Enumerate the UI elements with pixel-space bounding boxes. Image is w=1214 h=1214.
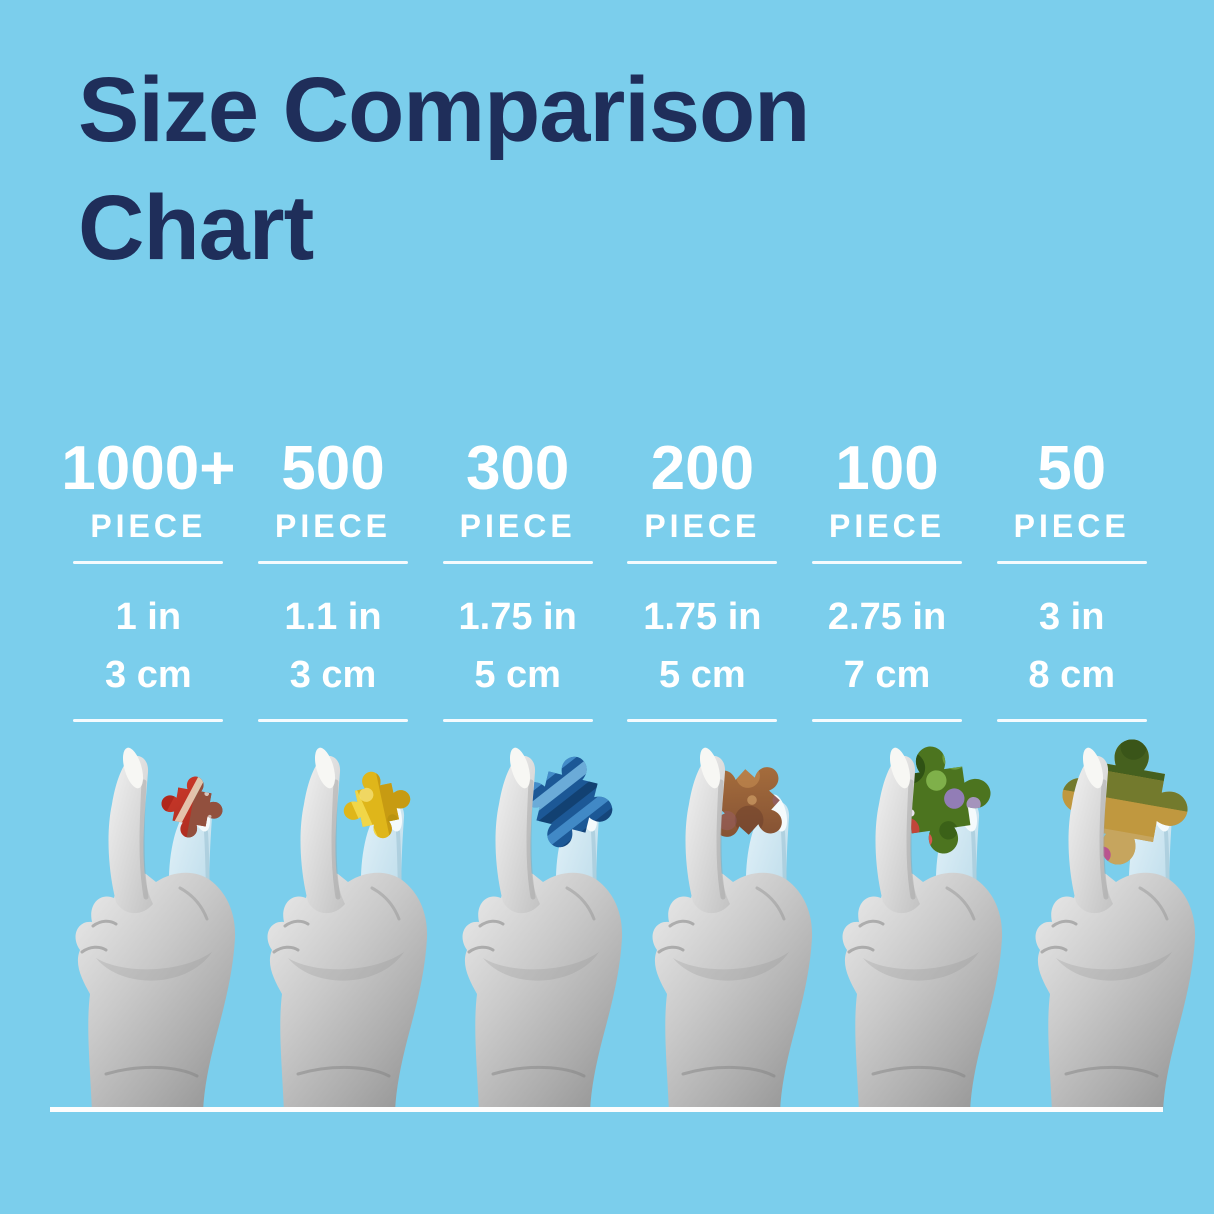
- piece-count: 200: [650, 434, 755, 503]
- divider-line: [812, 561, 963, 565]
- divider-line: [442, 718, 593, 722]
- size-column-300: 300 PIECE 1.75 in 5 cm: [425, 438, 610, 722]
- size-inches: 2.75 in: [827, 596, 947, 639]
- piece-unit-label: PIECE: [459, 508, 576, 544]
- divider-line: [442, 561, 593, 565]
- size-centimeters: 3 cm: [289, 654, 377, 697]
- size-centimeters: 7 cm: [843, 654, 931, 697]
- size-inches: 3 in: [1038, 596, 1105, 639]
- size-inches: 1.75 in: [458, 596, 577, 639]
- hand-holding-piece-300: [460, 712, 625, 1112]
- size-table: 1000+ PIECE 1 in 3 cm 500 PIECE 1.1 in 3…: [56, 438, 1164, 722]
- divider-line: [258, 561, 408, 565]
- size-column-50: 50 PIECE 3 in 8 cm: [979, 438, 1164, 722]
- size-column-1000: 1000+ PIECE 1 in 3 cm: [56, 438, 241, 722]
- bottom-baseline: [50, 1107, 1163, 1112]
- piece-count: 50: [1037, 434, 1107, 503]
- piece-unit-label: PIECE: [1013, 508, 1130, 544]
- size-centimeters: 8 cm: [1028, 654, 1115, 697]
- divider-line: [812, 718, 963, 722]
- hand-holding-piece-500: [265, 712, 430, 1112]
- divider-line: [627, 718, 778, 722]
- size-centimeters: 3 cm: [105, 654, 192, 697]
- size-column-100: 100 PIECE 2.75 in 7 cm: [795, 438, 980, 722]
- piece-count: 500: [281, 434, 385, 503]
- hand-holding-piece-50: [1033, 728, 1199, 1112]
- size-centimeters: 5 cm: [659, 654, 746, 697]
- page-title: Size Comparison Chart: [78, 59, 810, 279]
- piece-unit-label: PIECE: [274, 508, 392, 544]
- divider-line: [73, 561, 224, 565]
- divider-line: [258, 718, 408, 722]
- divider-line: [996, 561, 1147, 565]
- size-inches: 1.75 in: [643, 596, 762, 639]
- landscape-puzzle-piece-icon: [1051, 728, 1199, 876]
- piece-count: 1000+: [61, 434, 236, 503]
- size-inches: 1 in: [115, 596, 182, 639]
- divider-line: [627, 561, 778, 565]
- hand-holding-piece-100: [840, 738, 1005, 1112]
- piece-unit-label: PIECE: [90, 508, 207, 544]
- size-inches: 1.1 in: [284, 596, 382, 639]
- divider-line: [73, 718, 224, 722]
- divider-line: [996, 718, 1147, 722]
- hand-holding-piece-1000: [73, 712, 238, 1112]
- piece-count: 100: [835, 434, 939, 503]
- piece-count: 300: [465, 434, 570, 503]
- size-column-200: 200 PIECE 1.75 in 5 cm: [610, 438, 795, 722]
- size-centimeters: 5 cm: [474, 654, 561, 697]
- piece-unit-label: PIECE: [829, 508, 946, 544]
- hand-holding-piece-200: [650, 742, 815, 1112]
- size-column-500: 500 PIECE 1.1 in 3 cm: [241, 438, 426, 722]
- piece-unit-label: PIECE: [644, 508, 761, 544]
